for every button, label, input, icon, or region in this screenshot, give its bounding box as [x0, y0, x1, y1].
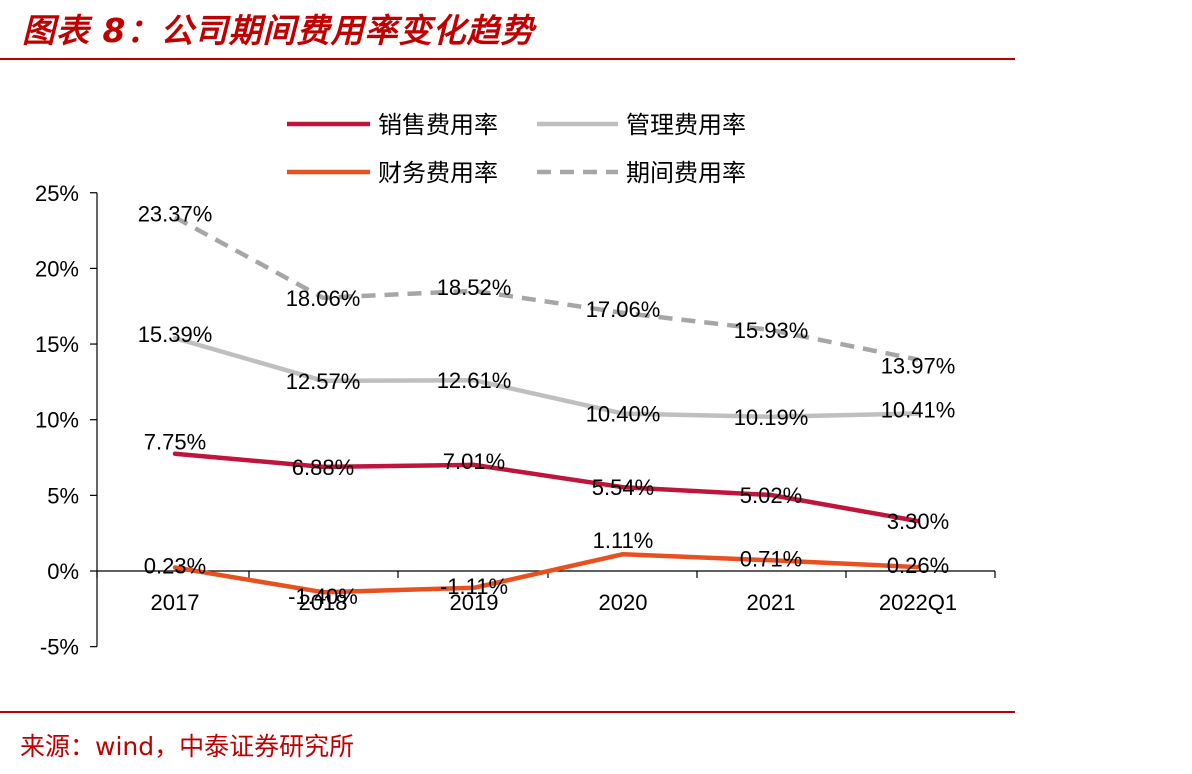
data-label: 5.02% — [740, 483, 802, 508]
data-label: 15.93% — [734, 318, 809, 343]
y-tick-label: 10% — [35, 408, 79, 433]
data-label: 18.52% — [437, 275, 512, 300]
data-label: 0.71% — [740, 546, 802, 571]
top-rule — [0, 58, 1015, 60]
data-label: 6.88% — [292, 455, 354, 480]
y-tick-label: 20% — [35, 256, 79, 281]
series-line-3 — [173, 215, 919, 362]
y-tick-label: 25% — [35, 181, 79, 206]
data-label: 18.06% — [286, 286, 361, 311]
x-tick-label: 2022Q1 — [879, 590, 957, 615]
data-label: -1.40% — [288, 584, 358, 609]
data-label: 5.54% — [592, 475, 654, 500]
data-label: 10.19% — [734, 405, 809, 430]
data-label: 0.26% — [887, 553, 949, 578]
data-label: 23.37% — [138, 201, 213, 226]
legend-label: 期间费用率 — [626, 159, 746, 187]
y-tick-label: 0% — [47, 559, 79, 584]
data-label: 12.61% — [437, 368, 512, 393]
legend-label: 销售费用率 — [378, 111, 498, 139]
x-tick-label: 2020 — [599, 590, 648, 615]
data-label: 10.40% — [586, 402, 661, 427]
data-label: 1.11% — [593, 528, 654, 553]
series-line-1 — [172, 335, 921, 420]
y-tick-label: 5% — [47, 483, 79, 508]
data-label: 15.39% — [138, 322, 213, 347]
figure-title: 图表 8：公司期间费用率变化趋势 — [22, 11, 535, 50]
data-label: 10.41% — [881, 397, 956, 422]
data-label: 7.75% — [144, 430, 206, 455]
y-tick-label: -5% — [40, 635, 79, 660]
data-label: 7.01% — [443, 449, 505, 474]
x-tick-label: 2021 — [747, 590, 796, 615]
data-label: -1.11% — [440, 574, 508, 599]
data-label: 17.06% — [586, 297, 661, 322]
legend-label: 管理费用率 — [626, 111, 746, 139]
source-note: 来源：wind，中泰证券研究所 — [20, 732, 355, 761]
data-label: 3.30% — [887, 509, 949, 534]
series-line-2 — [172, 551, 921, 595]
data-label: 12.57% — [286, 369, 361, 394]
series-line-0 — [172, 451, 921, 524]
x-tick-label: 2017 — [151, 590, 200, 615]
series-lines — [172, 215, 921, 595]
data-labels: 7.75% 6.88% 7.01% 5.54% 5.02% 3.30% 15.39% 12.5… — [138, 201, 956, 609]
y-tick-label: 15% — [35, 332, 79, 357]
bottom-rule — [0, 711, 1015, 713]
data-label: 0.23% — [144, 554, 206, 579]
data-label: 13.97% — [881, 354, 956, 379]
legend-label: 财务费用率 — [378, 159, 498, 187]
axes: -5%0%5%10%15%20%25%2017 2018 2019 2020 2021 2… — [35, 181, 996, 660]
x-tick-label: 2019 — [450, 590, 499, 615]
